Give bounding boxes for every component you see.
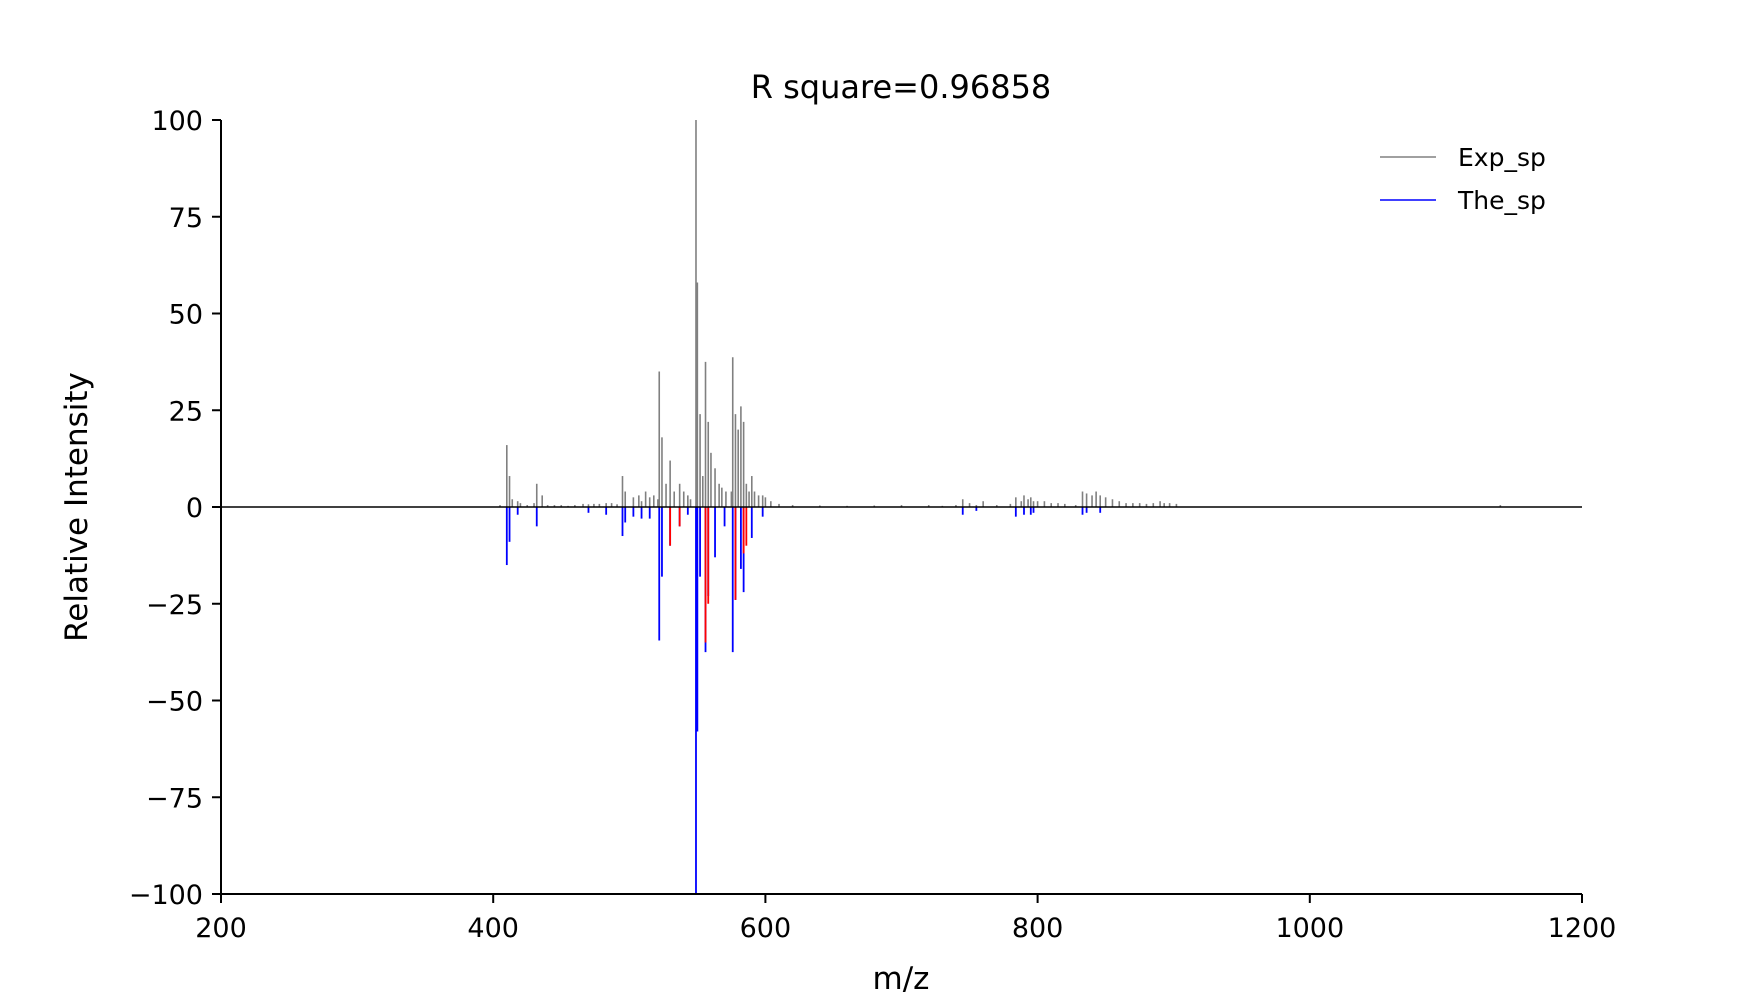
x-axis-ticks: 200 400 600 800 1000 1200 <box>195 894 1616 944</box>
y-tick-label: −50 <box>146 687 203 718</box>
x-tick-label: 1200 <box>1548 913 1617 944</box>
y-axis-label: Relative Intensity <box>59 372 95 642</box>
y-tick-label: 50 <box>169 300 203 331</box>
x-axis-label: m/z <box>873 961 930 997</box>
x-tick-label: 800 <box>1012 913 1064 944</box>
y-tick-label: −75 <box>146 783 203 814</box>
x-tick-label: 600 <box>740 913 792 944</box>
y-tick-label: 75 <box>169 203 203 234</box>
y-tick-label: −25 <box>146 590 203 621</box>
theoretical-spectrum-stems <box>505 507 1102 894</box>
legend-label-the: The_sp <box>1457 186 1546 215</box>
chart-title: R square=0.96858 <box>751 68 1052 106</box>
y-axis-ticks: 100 75 50 25 0 −25 −50 −75 −100 <box>129 106 221 911</box>
y-tick-label: −100 <box>129 880 203 911</box>
x-tick-label: 200 <box>195 913 247 944</box>
x-tick-label: 400 <box>467 913 519 944</box>
y-tick-label: 100 <box>151 106 203 137</box>
y-tick-label: 25 <box>169 396 203 427</box>
mismatch-stems <box>669 507 748 643</box>
y-tick-label: 0 <box>186 493 203 524</box>
legend-label-exp: Exp_sp <box>1458 143 1546 172</box>
x-tick-label: 1000 <box>1275 913 1344 944</box>
legend: Exp_sp The_sp <box>1380 143 1546 215</box>
exp-spectrum-stems <box>499 120 1502 507</box>
